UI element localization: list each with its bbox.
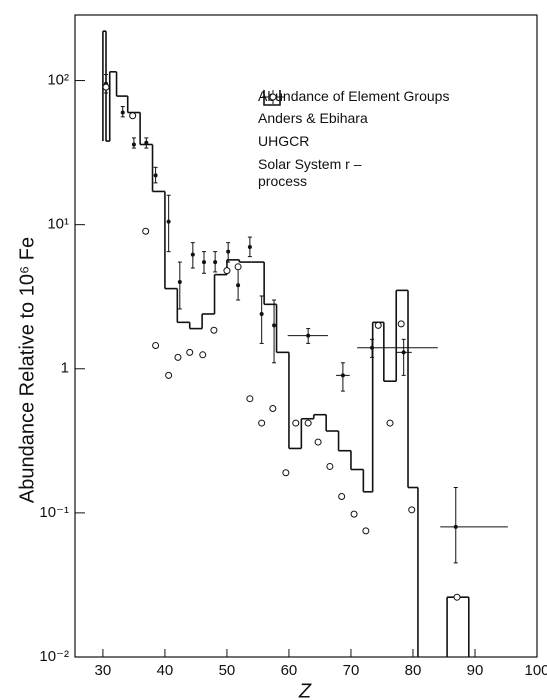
data-point [401,350,406,355]
data-point [177,280,182,285]
data-point [453,524,458,529]
y-axis-label: Abundance Relative to 10⁶ Fe [16,237,38,503]
open-marker [386,419,394,427]
open-marker [408,506,416,514]
data-point [153,173,158,178]
data-point [370,345,375,350]
open-marker [152,342,160,350]
data-point [259,311,264,316]
open-marker [142,227,150,235]
x-tick-label: 40 [157,662,174,679]
plot-frame [74,14,538,658]
legend-label: Solar System r – process [258,156,362,189]
data-point [340,373,345,378]
data-point [236,283,241,288]
x-tick-label: 60 [281,662,298,679]
open-marker [199,351,207,359]
data-point [247,244,252,249]
open-marker [282,469,290,477]
data-point [131,142,136,147]
open-marker [374,321,382,329]
x-axis-label: Z [298,680,312,700]
open-marker [326,462,334,470]
open-marker [246,395,254,403]
x-tick-label: 100 [524,662,547,679]
x-tick-label: 90 [467,662,484,679]
legend-entry: UHGCR [258,90,449,150]
legend-title: Abundance of Element Groups [258,88,450,104]
open-marker [350,510,358,518]
open-marker [129,112,137,120]
open-marker [397,320,405,328]
legend-label: Anders & Ebihara [258,110,368,126]
open-marker [338,492,346,500]
data-point [144,140,149,145]
open-marker [453,593,461,601]
open-marker [258,419,266,427]
open-marker [362,527,370,535]
open-marker [304,419,312,427]
data-point [213,260,218,265]
y-tick-label: 10⁻² [39,648,69,665]
open-marker [186,348,194,356]
data-point [272,323,277,328]
open-marker [165,371,173,379]
legend-entry: Anders & Ebihara [258,90,449,127]
open-marker [314,438,322,446]
open-marker [210,326,218,334]
open-marker [234,263,242,271]
data-point [226,249,231,254]
data-point [306,333,311,338]
y-tick-label: 1 [61,360,69,377]
legend-icon [269,93,277,101]
open-marker [102,83,110,91]
legend-label: UHGCR [258,133,310,149]
y-tick-label: 10² [47,72,69,89]
legend-entry: Solar System r – process [258,93,449,190]
open-marker [174,353,182,361]
open-marker [223,267,231,275]
legend: Abundance of Element Groups Anders & Ebi… [258,88,449,190]
open-marker [269,405,277,413]
x-tick-label: 70 [343,662,360,679]
data-point [201,260,206,265]
x-tick-label: 30 [95,662,112,679]
data-point [190,252,195,257]
x-tick-label: 80 [405,662,422,679]
data-point [120,110,125,115]
data-point [166,219,171,224]
open-marker [292,419,300,427]
y-tick-label: 10⁻¹ [39,504,69,521]
y-tick-label: 10¹ [47,216,69,233]
x-tick-label: 50 [219,662,236,679]
